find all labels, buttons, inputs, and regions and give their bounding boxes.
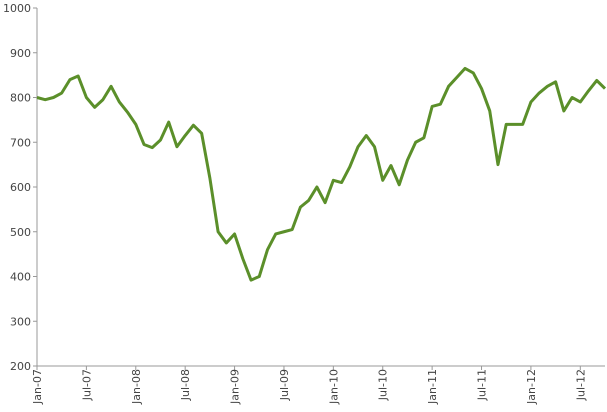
x-tick-label: Jul-09 xyxy=(278,369,291,401)
line-series xyxy=(36,66,607,282)
x-tick-label: Jan-09 xyxy=(229,369,242,405)
y-tick-label: 300 xyxy=(10,315,31,328)
x-tick-label: Jul-11 xyxy=(476,369,489,401)
y-tick-label: 200 xyxy=(10,360,31,373)
y-tick-label: 1000 xyxy=(3,2,31,15)
y-tick-label: 400 xyxy=(10,271,31,284)
y-tick-label: 500 xyxy=(10,226,31,239)
x-tick-label: Jan-10 xyxy=(327,369,340,405)
y-tick-label: 800 xyxy=(10,92,31,105)
x-tick-label: Jul-07 xyxy=(80,369,93,401)
x-tick-label: Jul-10 xyxy=(377,369,390,401)
x-tick-label: Jan-11 xyxy=(426,369,439,405)
x-tick-label: Jul-12 xyxy=(574,369,587,401)
x-tick-label: Jan-12 xyxy=(525,369,538,405)
y-tick-label: 900 xyxy=(10,47,31,60)
y-tick-label: 700 xyxy=(10,136,31,149)
x-tick-label: Jul-08 xyxy=(179,369,192,401)
x-tick-label: Jan-08 xyxy=(130,369,143,405)
y-tick-label: 600 xyxy=(10,181,31,194)
x-tick-label: Jan-07 xyxy=(31,369,44,405)
